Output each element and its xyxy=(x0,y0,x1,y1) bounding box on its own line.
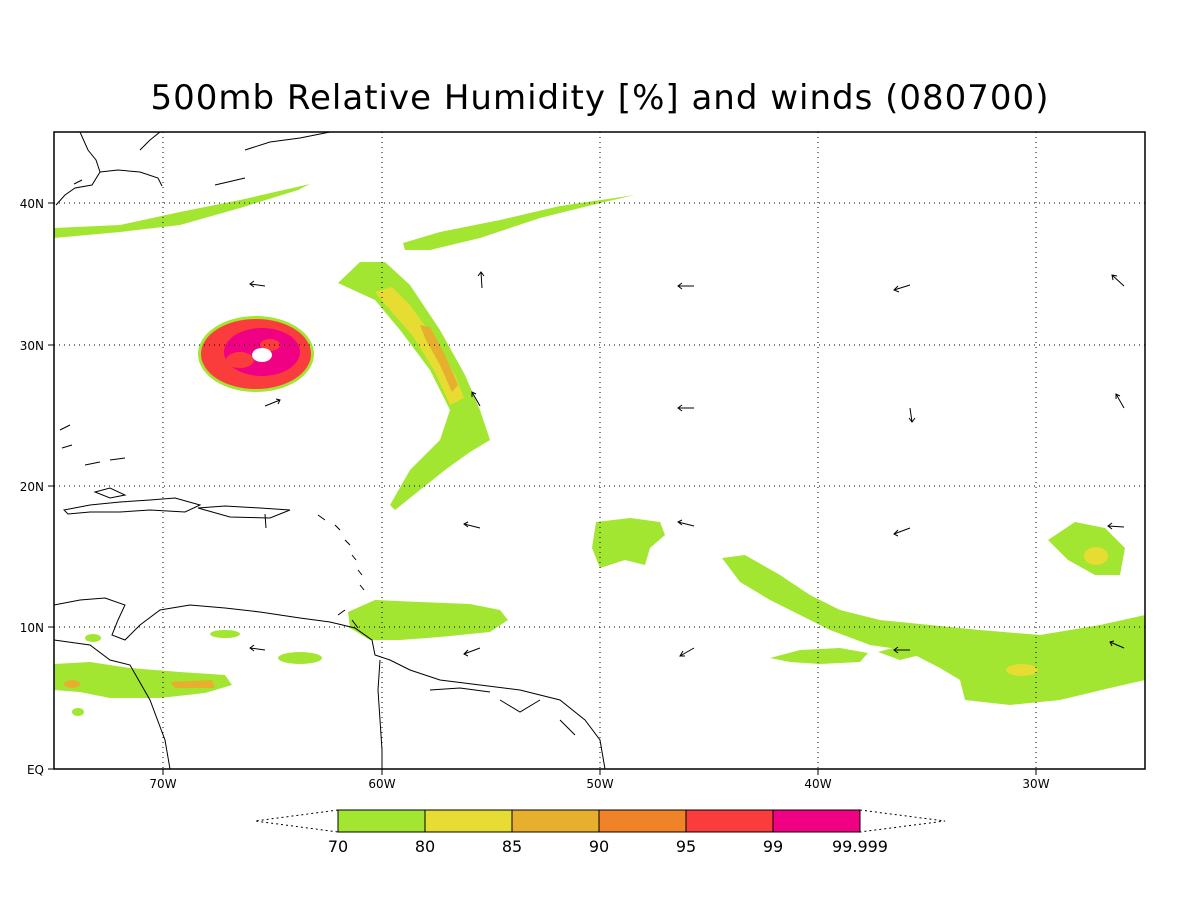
colorbar-label: 95 xyxy=(676,837,696,856)
wind-arrow xyxy=(249,280,266,288)
lon-label: 40W xyxy=(804,777,831,791)
lat-label: 20N xyxy=(20,480,44,494)
wind-arrow xyxy=(677,404,694,412)
rh-band-southwest xyxy=(54,630,322,716)
wind-arrow xyxy=(463,647,481,657)
colorbar-label: 99.999 xyxy=(832,837,888,856)
rh-band-north-center xyxy=(403,195,635,250)
wind-arrows xyxy=(249,271,1125,657)
rh-band-northwest xyxy=(54,184,310,238)
wind-arrow xyxy=(893,284,911,293)
map-title: 500mb Relative Humidity [%] and winds (0… xyxy=(150,78,1050,118)
coast-nova-scotia xyxy=(214,132,331,186)
wind-arrow xyxy=(893,646,910,654)
wind-arrow xyxy=(264,398,281,407)
rh-band-southeast xyxy=(722,555,1145,705)
lon-label: 30W xyxy=(1022,777,1049,791)
coast-north-america xyxy=(55,132,163,206)
coast-south-america xyxy=(54,597,606,769)
lat-label: 30N xyxy=(20,339,44,353)
graticule xyxy=(54,132,1145,769)
coast-cuba-hispaniola xyxy=(59,424,291,519)
wind-arrow xyxy=(1109,640,1125,649)
lon-label: 70W xyxy=(149,777,176,791)
lat-labels: 40N 30N 20N 10N EQ xyxy=(20,197,44,777)
coast-lesser-antilles xyxy=(317,514,365,629)
wind-arrow xyxy=(1111,274,1125,287)
wind-arrow xyxy=(1107,522,1125,530)
colorbar-box xyxy=(772,809,861,833)
rh-blob-center xyxy=(592,518,665,568)
wind-arrow xyxy=(249,644,266,652)
wind-arrow xyxy=(477,271,485,289)
wind-arrow xyxy=(677,519,695,527)
colorbar-label: 80 xyxy=(415,837,435,856)
colorbar-label: 99 xyxy=(763,837,783,856)
lat-label: EQ xyxy=(27,763,44,777)
colorbar-box xyxy=(685,809,774,833)
humidity-fields xyxy=(54,184,1145,716)
rh-blob-caribbean xyxy=(348,600,508,640)
lat-label: 10N xyxy=(20,621,44,635)
colorbar-box xyxy=(511,809,600,833)
wind-arrow xyxy=(677,282,694,290)
colorbar-left-extension xyxy=(254,809,339,833)
colorbar-label: 90 xyxy=(589,837,609,856)
wind-arrow xyxy=(264,513,267,529)
colorbar-box xyxy=(424,809,513,833)
wind-arrow xyxy=(471,391,481,407)
lat-label: 40N xyxy=(20,197,44,211)
colorbar-label: 70 xyxy=(328,837,348,856)
rh-diagonal-band xyxy=(338,262,490,510)
lon-labels: 70W 60W 50W 40W 30W xyxy=(149,777,1049,791)
wind-arrow xyxy=(679,647,695,657)
colorbar-right-extension xyxy=(859,809,946,833)
wind-arrow xyxy=(908,407,916,423)
colorbar-label: 85 xyxy=(502,837,522,856)
colorbar-box xyxy=(337,809,426,833)
lon-label: 60W xyxy=(368,777,395,791)
wind-arrow xyxy=(463,521,481,529)
rh-storm-ring xyxy=(198,316,314,392)
lon-label: 50W xyxy=(586,777,613,791)
coastlines xyxy=(54,132,606,769)
tick-marks xyxy=(48,202,1037,775)
wind-arrow xyxy=(893,527,911,537)
colorbar-box xyxy=(598,809,687,833)
colorbar: 70 80 85 90 95 99 99.999 xyxy=(254,809,946,856)
rh-blob-east xyxy=(1048,522,1125,575)
wind-arrow xyxy=(1115,393,1125,409)
